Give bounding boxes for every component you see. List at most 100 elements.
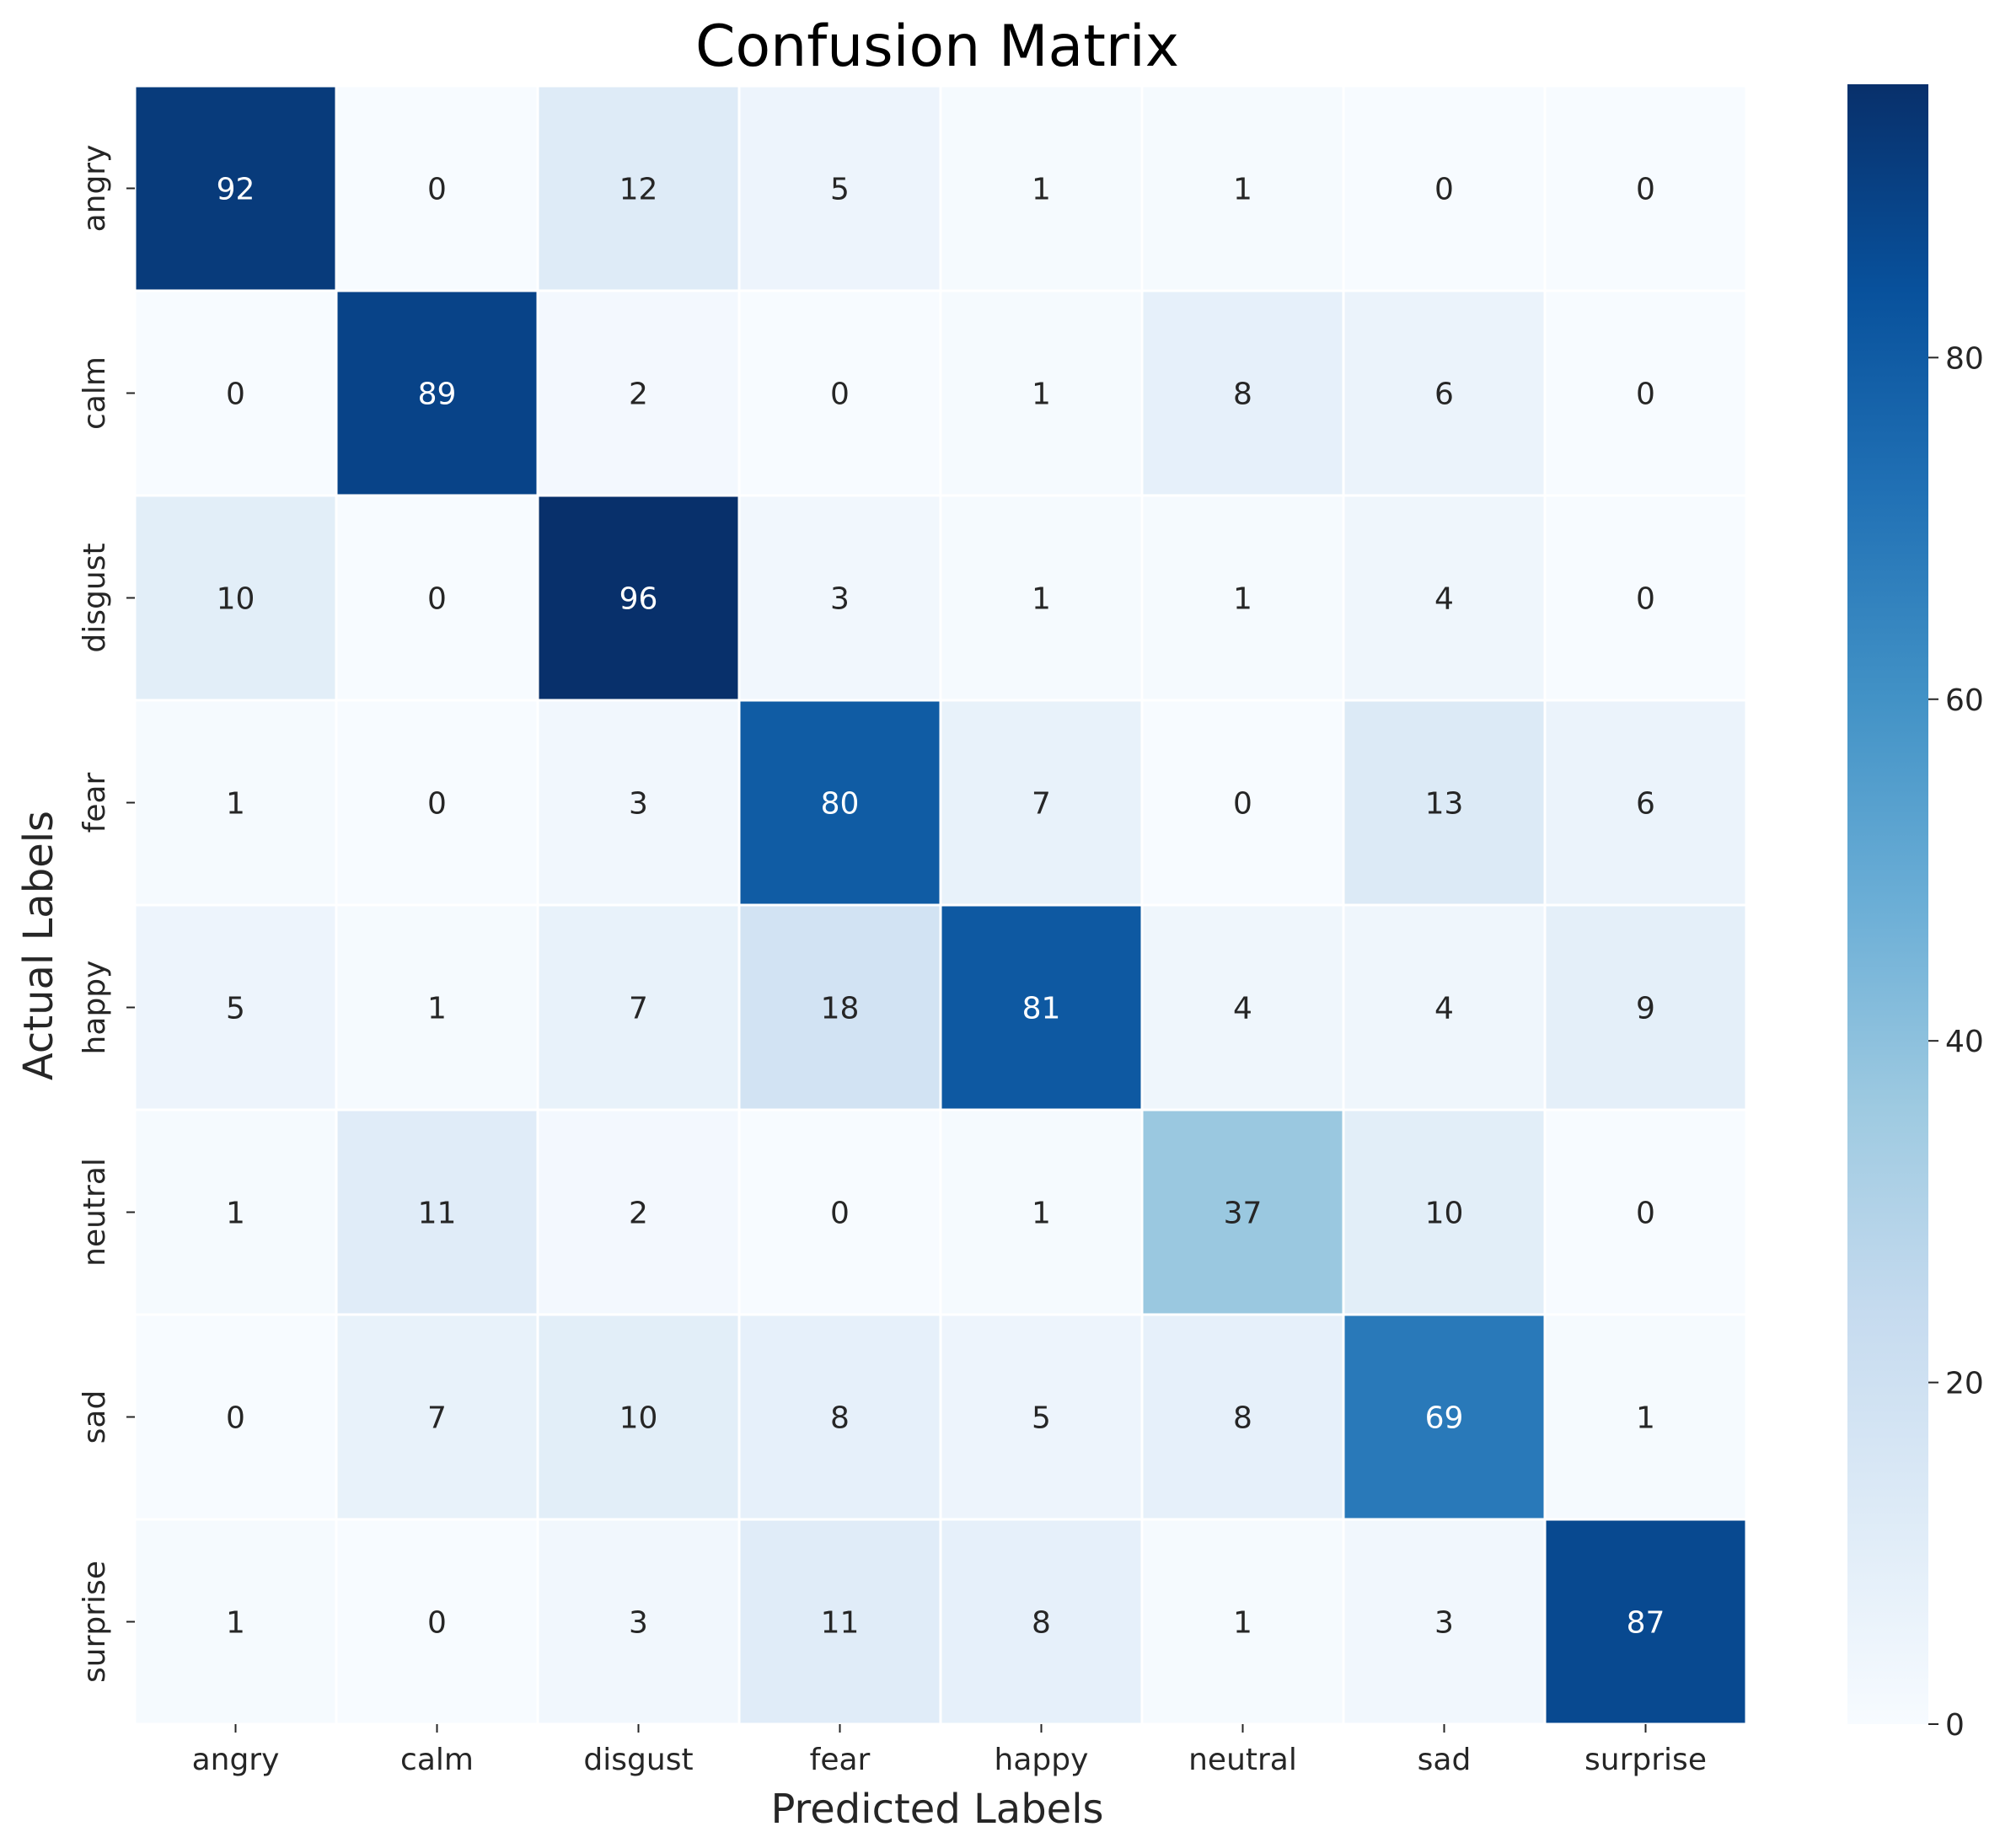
heatmap-cell-value: 13 xyxy=(1425,787,1464,822)
heatmap-cell-value: 0 xyxy=(1636,378,1655,412)
heatmap-cell-value: 8 xyxy=(1032,1606,1051,1641)
heatmap-cell xyxy=(939,84,1144,292)
heatmap-cell xyxy=(1140,84,1345,292)
heatmap-cell-value: 3 xyxy=(1434,1606,1454,1641)
heatmap-cell xyxy=(737,289,942,497)
heatmap-cell xyxy=(1342,699,1547,907)
heatmap-cell xyxy=(335,84,539,292)
heatmap-cell-value: 0 xyxy=(226,378,245,412)
heatmap-cell xyxy=(536,1313,741,1521)
heatmap-cell-value: 8 xyxy=(1233,378,1252,412)
heatmap-cell-value: 2 xyxy=(629,1197,648,1231)
colorbar-tick-label: 60 xyxy=(1945,683,1984,718)
y-axis-label: Actual Labels xyxy=(15,811,62,1080)
heatmap-cell xyxy=(536,1108,741,1316)
heatmap-cell-value: 12 xyxy=(619,173,658,207)
y-tick-label: calm xyxy=(78,356,112,430)
heatmap-cell-value: 0 xyxy=(226,1401,245,1436)
heatmap-cell xyxy=(536,903,741,1111)
x-tick-label: angry xyxy=(192,1743,280,1777)
heatmap-cell xyxy=(335,289,539,497)
heatmap-cell-value: 1 xyxy=(427,992,447,1026)
x-axis-ticks: angry calm disgust fear happy neutral sad surpr… xyxy=(192,1724,1707,1777)
heatmap-cell xyxy=(1543,494,1748,702)
heatmap-cell xyxy=(939,903,1144,1111)
heatmap-cell xyxy=(1140,1108,1345,1316)
colorbar-tick-label: 40 xyxy=(1945,1025,1984,1059)
heatmap-cell xyxy=(1342,1108,1547,1316)
heatmap-cell-value: 0 xyxy=(427,1606,447,1641)
y-tick-label: neutral xyxy=(78,1158,112,1267)
heatmap-cell-value: 0 xyxy=(830,378,850,412)
heatmap-cell-value: 3 xyxy=(629,787,648,822)
heatmap-cell-value: 11 xyxy=(821,1606,860,1641)
x-tick-label: surprise xyxy=(1584,1743,1707,1777)
y-tick-label: sad xyxy=(78,1390,112,1444)
heatmap-cell-value: 0 xyxy=(427,787,447,822)
x-tick-label: calm xyxy=(400,1743,474,1777)
heatmap-cell xyxy=(737,699,942,907)
colorbar-ticks: 0 20 40 60 80 xyxy=(1928,341,1984,1743)
heatmap-cell-value: 4 xyxy=(1233,992,1252,1026)
y-tick-label: surprise xyxy=(78,1561,112,1683)
heatmap-cell-value: 4 xyxy=(1434,992,1454,1026)
heatmap-cell-value: 1 xyxy=(226,787,245,822)
x-tick-label: neutral xyxy=(1188,1743,1297,1777)
heatmap-cell-value: 37 xyxy=(1224,1197,1263,1231)
heatmap-cell-value: 0 xyxy=(1233,787,1252,822)
heatmap-cell xyxy=(939,289,1144,497)
y-tick-label: angry xyxy=(78,145,112,233)
heatmap-cell xyxy=(1543,1518,1748,1726)
x-tick-label: happy xyxy=(995,1743,1089,1777)
heatmap-cell xyxy=(335,494,539,702)
heatmap-cell xyxy=(1140,1313,1345,1521)
heatmap-cell-value: 0 xyxy=(1636,1197,1655,1231)
heatmap-cell-value: 81 xyxy=(1022,992,1061,1026)
heatmap-cell-value: 1 xyxy=(226,1606,245,1641)
heatmap-cell-labels: 92 0 12 5 1 1 0 00 89 2 0 1 8 6 010 0 96 3 1 1 4 01 0 3 80 7 0 13 65… xyxy=(217,173,1665,1641)
heatmap-cell xyxy=(1342,494,1547,702)
heatmap-cell-value: 3 xyxy=(629,1606,648,1641)
heatmap-cell xyxy=(737,903,942,1111)
heatmap-cell xyxy=(939,1313,1144,1521)
heatmap-cell-value: 6 xyxy=(1434,378,1454,412)
heatmap-cell-value: 1 xyxy=(1233,1606,1252,1641)
heatmap-cell xyxy=(1140,903,1345,1111)
heatmap-cell xyxy=(939,699,1144,907)
heatmap-cell-value: 0 xyxy=(1636,173,1655,207)
heatmap-cell-value: 80 xyxy=(821,787,860,822)
heatmap-cell-value: 0 xyxy=(830,1197,850,1231)
colorbar-tick-label: 80 xyxy=(1945,341,1984,376)
heatmap-cell xyxy=(335,1108,539,1316)
heatmap-cells xyxy=(133,84,1748,1726)
heatmap-cell-value: 2 xyxy=(629,378,648,412)
heatmap-cell-value: 0 xyxy=(1636,582,1655,617)
heatmap-cell xyxy=(536,699,741,907)
heatmap-cell-value: 10 xyxy=(1425,1197,1464,1231)
x-axis-label: Predicted Labels xyxy=(770,1786,1103,1833)
heatmap-cell xyxy=(536,494,741,702)
colorbar xyxy=(1847,84,1928,1724)
heatmap-cell-value: 1 xyxy=(1032,378,1051,412)
heatmap-cell-value: 7 xyxy=(427,1401,447,1436)
heatmap-cell xyxy=(133,494,338,702)
heatmap-cell-value: 92 xyxy=(217,173,255,207)
heatmap-cell-value: 10 xyxy=(619,1401,658,1436)
heatmap-cell xyxy=(536,84,741,292)
heatmap-cell xyxy=(737,494,942,702)
heatmap-cell xyxy=(335,1313,539,1521)
heatmap-cell xyxy=(737,84,942,292)
heatmap-cell xyxy=(1342,903,1547,1111)
heatmap-cell-value: 7 xyxy=(1032,787,1051,822)
heatmap-cell xyxy=(1543,1108,1748,1316)
x-tick-label: fear xyxy=(810,1743,871,1777)
heatmap-cell xyxy=(133,84,338,292)
heatmap-cell xyxy=(1543,1313,1748,1521)
y-axis-ticks: angry calm disgust fear happy neutral sad surpr… xyxy=(78,145,135,1683)
heatmap-cell-value: 1 xyxy=(1032,173,1051,207)
heatmap-cell-value: 1 xyxy=(1636,1401,1655,1436)
heatmap-cell-value: 1 xyxy=(1032,582,1051,617)
heatmap-cell xyxy=(536,1518,741,1726)
heatmap-cell-value: 87 xyxy=(1627,1606,1665,1641)
